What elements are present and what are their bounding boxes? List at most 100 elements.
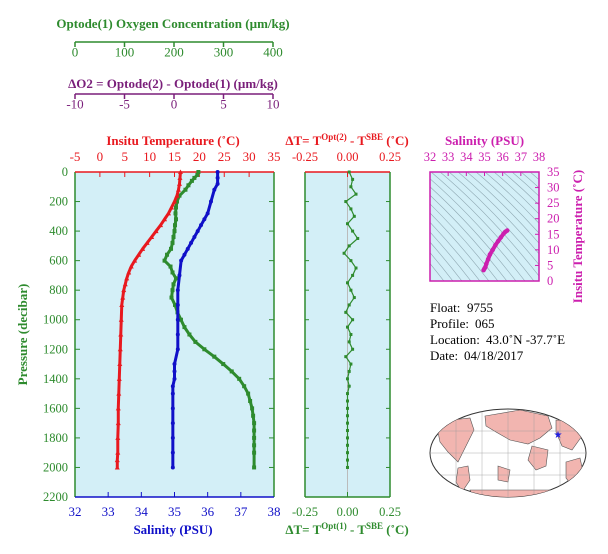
delta-t-point [346,281,349,285]
oxygen-profile-point [172,223,177,228]
oxygen-profile-point [168,264,173,269]
delta-t-bottom-axis-label-part: ΔT= T [285,522,321,537]
delta-t-point [347,303,351,307]
ts-salinity-tick-label: 32 [424,150,437,164]
temperature-profile-point [177,169,183,174]
salinity-profile-point [170,450,175,455]
oxygen-axis-tick-label: 400 [263,45,283,60]
oxygen-profile-point [221,362,226,367]
ts-temperature-tick-label: 0 [547,274,553,288]
oxygen-profile-point [252,435,257,440]
ts-salinity-tick-label: 35 [478,150,491,164]
oxygen-profile-point [165,252,170,257]
delta-o2-axis-tick-label: 0 [171,97,178,112]
salinity-axis-tick-label: 35 [168,504,181,519]
temperature-profile-point [116,391,122,396]
ts-salinity-tick-label: 33 [442,150,455,164]
world-map: ★ [429,408,587,498]
delta-t-bottom-axis-label-part: (˚C) [383,522,409,537]
delta-t-point [351,177,355,181]
delta-t-bottom-axis-label-part: Opt(1) [321,521,347,531]
temperature-profile-point [162,216,168,222]
delta-t-point [346,414,349,418]
ts-point [485,256,491,262]
temperature-profile-point [117,361,123,367]
oxygen-axis-tick-label: 100 [115,45,135,60]
temperature-profile-point [140,246,146,251]
delta-t-point [347,384,351,388]
delta-t-top-tick-label: 0.00 [337,150,359,164]
pressure-axis-tick-label: 1200 [43,342,68,356]
delta-t-point [344,310,348,314]
delta-t-bottom-axis-label-part: SBE [366,521,383,531]
delta-t-top-axis-label-part: Opt(2) [321,132,347,142]
temperature-axis-tick-label: -5 [70,149,81,164]
ts-temperature-tick-label: 25 [547,196,560,210]
salinity-profile-point [185,246,190,251]
ts-point [504,228,510,233]
ts-density-contour [430,186,517,281]
pressure-axis-tick-label: 2200 [43,490,68,504]
delta-t-point [344,200,348,204]
salinity-profile-point [170,435,175,440]
oxygen-profile-point [252,443,257,448]
info-profile-label: Profile: [430,316,469,331]
temperature-profile-point [118,332,124,337]
ts-temperature-tick-label: 20 [547,212,560,226]
delta-t-point [347,340,351,344]
salinity-profile-point [172,362,177,367]
salinity-axis-tick-label: 34 [135,504,149,519]
ts-temperature-tick-label: 30 [547,181,560,195]
salinity-profile-point [172,376,177,381]
oxygen-profile-point [195,172,200,177]
salinity-profile-point [175,332,180,337]
salinity-profile-point [215,175,220,180]
temperature-axis-tick-label: 5 [122,149,129,164]
plot-layer: Optode(1) Oxygen Concentration (µm/kg) 0 1… [15,16,587,537]
temperature-profile-point [115,420,121,426]
temperature-profile-point [177,175,183,180]
delta-o2-axis-tick-label: -10 [66,97,83,112]
ts-temperature-axis-label: Insitu Temperature (˚C) [570,170,585,303]
info-date-label: Date: [430,348,458,363]
temperature-profile-point [136,252,142,257]
temperature-axis-tick-label: 0 [97,149,104,164]
salinity-axis-tick-label: 37 [234,504,248,519]
pressure-axis-tick-label: 600 [49,254,68,268]
delta-t-point [346,458,349,462]
temperature-axis-tick-label: 15 [168,149,181,164]
temperature-profile-point [124,275,130,281]
ts-salinity-tick-label: 37 [515,150,528,164]
ts-density-contour [475,172,539,234]
temperature-profile-point [169,204,175,210]
ts-density-contour [430,178,526,281]
delta-t-point [346,222,349,226]
delta-t-bottom-axis-label-part: - T [347,522,367,537]
pressure-axis-tick-label: 1800 [43,431,68,445]
delta-t-point [354,192,358,196]
oxygen-profile-point [172,229,177,234]
oxygen-profile-point [170,288,175,293]
salinity-profile-point [205,211,210,216]
ts-salinity-tick-label: 36 [496,150,509,164]
pressure-axis-tick-label: 400 [49,224,68,238]
ts-density-contour [430,212,490,281]
ts-point [498,235,504,240]
temperature-profile-point [153,228,159,234]
temperature-profile-point [119,302,125,307]
oxygen-profile-point [202,347,207,352]
ts-density-contour [430,172,535,281]
ts-salinity-axis-label: Salinity (PSU) [445,133,524,148]
delta-t-point [349,259,353,263]
temperature-profile-point [117,346,123,352]
pressure-axis-tick-label: 200 [49,195,68,209]
salinity-profile-point [192,235,197,239]
salinity-profile-point [212,187,217,192]
info-float-label: Float: [430,300,460,315]
oxygen-profile-point [251,413,256,418]
oxygen-profile-point [248,398,253,403]
delta-t-point [347,369,351,373]
delta-t-bottom-tick-label: 0.00 [337,505,359,519]
temperature-profile-point [115,405,121,411]
ts-density-contour [484,172,539,224]
